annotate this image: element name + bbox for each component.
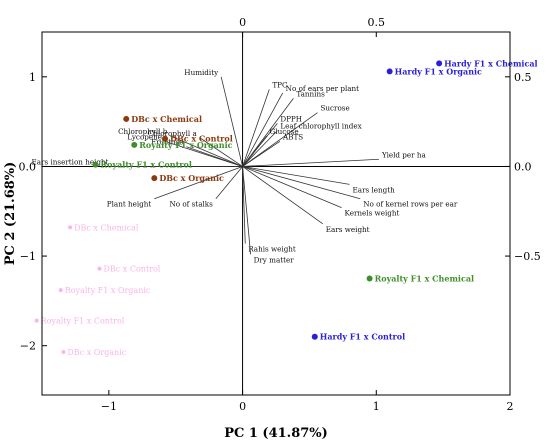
loading-vector	[199, 137, 243, 167]
ghost-point-label: DBc x Organic	[67, 348, 126, 357]
loading-vector	[242, 166, 251, 255]
loading-vector	[242, 166, 246, 244]
loading-label: Leaf chlorophyll index	[280, 122, 361, 131]
x-tick-label: 1	[373, 400, 380, 413]
ghost-point-label: DBc x Chemical	[74, 223, 139, 232]
plot-frame	[41, 31, 511, 396]
loading-vector	[242, 166, 342, 209]
observation-label: Royalty F1 x Chemical	[375, 273, 474, 283]
loading-vector	[242, 141, 281, 167]
loading-label: Lycopene	[127, 132, 162, 141]
ghost-point	[97, 266, 102, 271]
observation-point	[151, 175, 158, 182]
loading-label: No of stalks	[169, 200, 213, 209]
observation-point	[366, 275, 373, 282]
loading-label: Chlorophyll a	[148, 129, 198, 138]
observation-point	[436, 60, 443, 67]
loading-vector	[215, 166, 243, 199]
right-tick-label: 0.5	[514, 71, 532, 84]
loading-vector	[164, 140, 243, 167]
observation-label: DBc x Chemical	[131, 114, 202, 124]
observation-label: Royalty F1 x Control	[100, 160, 191, 170]
loading-label: Ears weight	[326, 225, 370, 234]
loading-label: No of kernel rows per ear	[363, 200, 458, 209]
observation-label: Hardy F1 x Organic	[395, 66, 482, 76]
observation-label: Hardy F1 x Chemical	[444, 58, 537, 68]
observation-point	[123, 115, 130, 122]
loading-label: Glucose	[270, 127, 299, 136]
loading-vector	[220, 76, 243, 167]
ghost-point	[68, 225, 73, 230]
loading-vector	[242, 166, 324, 225]
loading-label: Chlorophyll b	[118, 127, 168, 136]
right-tick-label: −0.5	[514, 250, 541, 263]
loading-label: Sucrose	[320, 104, 349, 113]
y-tick-label: −2	[20, 340, 36, 353]
x-tick-label: −1	[101, 400, 117, 413]
x-axis-title: PC 1 (41.87%)	[224, 426, 328, 441]
loading-vector	[242, 89, 270, 167]
observation-point	[311, 333, 318, 340]
loading-label: Kernels weight	[345, 209, 400, 218]
observation-point	[131, 141, 138, 148]
observation-point	[386, 68, 393, 75]
loading-label: ABTS	[282, 132, 303, 141]
loading-vector	[242, 166, 350, 185]
observation-label: Hardy F1 x Control	[320, 332, 405, 342]
loading-label: Tannins	[296, 89, 325, 98]
x-tick-label: 0	[239, 400, 246, 413]
loading-label: Ears insertion height	[32, 157, 109, 166]
ghost-point-label: Royalty F1 x Organic	[65, 286, 151, 295]
axis-ticks: −1 0 1 2 −2 −1 0.0 1 0 0.5 0.5 0.0 −0.5	[19, 16, 541, 413]
observation-point	[92, 161, 99, 168]
loading-label: No of ears per plant	[286, 84, 360, 93]
ghost-point-label: DBc x Control	[103, 265, 160, 274]
observation-point	[162, 135, 169, 142]
ghost-point	[61, 349, 66, 354]
y-tick-label: −1	[20, 250, 36, 263]
observation-label: Royalty F1 x Organic	[139, 140, 232, 150]
loading-label: Plant height	[107, 200, 152, 209]
y-axis-title: PC 2 (21.68%)	[3, 162, 18, 266]
x-tick-label: 2	[507, 400, 514, 413]
right-tick-label: 0.0	[514, 160, 532, 173]
loading-vector	[170, 135, 243, 167]
loading-vector	[242, 158, 379, 167]
loading-label: Dry matter	[254, 255, 295, 264]
loading-vector	[242, 135, 267, 167]
loading-label: Rahis weight	[248, 245, 296, 254]
loading-label: Humidity	[184, 68, 219, 77]
observation-label: DBc x Organic	[159, 173, 224, 183]
top-tick-label: 0.5	[368, 16, 386, 29]
loading-label: DPPH	[280, 114, 302, 123]
top-tick-label: 0	[239, 16, 246, 29]
loading-vector	[242, 130, 278, 167]
observation-label: DBc x Control	[170, 134, 233, 144]
ghost-point	[58, 288, 63, 293]
loading-vector	[242, 166, 361, 200]
ghost-point	[34, 318, 39, 323]
y-tick-label: 1	[29, 71, 36, 84]
loading-label: TPC	[272, 80, 288, 89]
loading-vector	[154, 166, 243, 200]
loading-vector	[242, 112, 318, 167]
loading-label: Yield per ha	[381, 150, 427, 159]
loading-vector	[242, 92, 284, 167]
ghost-point-label: Royalty F1 x Control	[41, 317, 125, 326]
y-tick-label: 0.0	[19, 160, 37, 173]
loading-label: Ears length	[353, 185, 396, 194]
